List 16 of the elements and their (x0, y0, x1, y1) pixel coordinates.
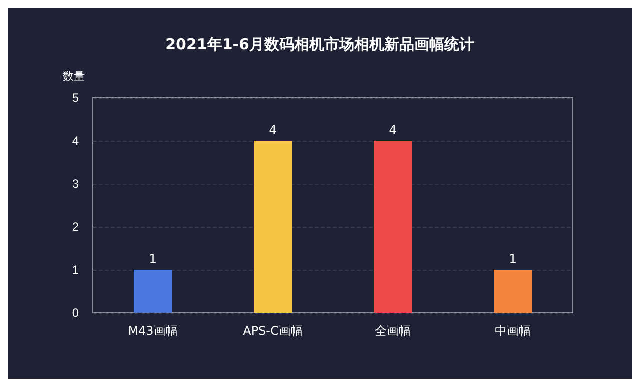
y-tick-label: 3 (72, 177, 80, 191)
data-label: 4 (389, 123, 397, 137)
x-tick-label: APS-C画幅 (243, 324, 303, 338)
y-axis-title: 数量 (63, 70, 85, 83)
data-label: 4 (269, 123, 277, 137)
x-tick-label: M43画幅 (128, 324, 178, 338)
x-tick-label: 全画幅 (375, 324, 411, 338)
data-label: 1 (509, 252, 517, 266)
chart-title: 2021年1-6月数码相机市场相机新品画幅统计 (166, 36, 474, 54)
y-tick-label: 1 (72, 263, 80, 277)
y-tick-label: 4 (72, 134, 80, 148)
y-tick-label: 0 (72, 306, 80, 320)
y-tick-label: 5 (72, 91, 80, 105)
x-tick-label: 中画幅 (495, 324, 531, 338)
data-label: 1 (149, 252, 157, 266)
y-tick-label: 2 (72, 220, 80, 234)
